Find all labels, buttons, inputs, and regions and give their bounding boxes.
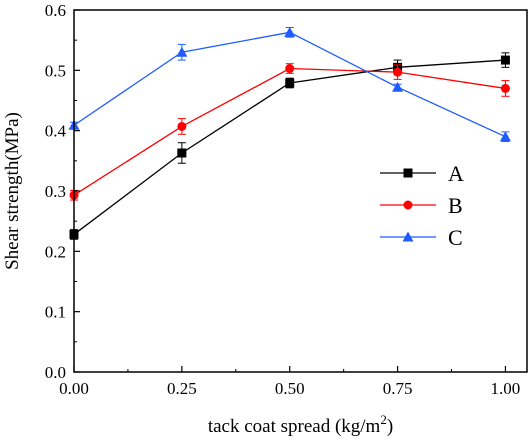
data-point [285,64,295,74]
y-axis-title: Shear strength(MPa) [2,112,23,270]
legend-marker [403,200,413,210]
legend-item-B: B [380,193,463,218]
x-axis-title-close: ) [387,416,393,437]
legend: ABC [380,161,464,250]
legend-marker [402,231,414,242]
legend-item-A: A [380,161,464,186]
y-tick-label: 0.4 [45,122,67,141]
legend-label: A [448,161,464,186]
x-tick-label: 0.25 [167,379,197,398]
x-tick-label: 0.50 [275,379,305,398]
series-A [69,52,510,240]
x-tick-label: 0.00 [59,379,89,398]
y-tick-label: 0.0 [45,363,66,382]
y-tick-label: 0.3 [45,182,66,201]
legend-marker [403,168,413,178]
y-tick-label: 0.6 [45,1,66,20]
x-axis-title: tack coat spread (kg/m2) [208,412,393,437]
data-point [500,55,510,65]
data-point [393,67,403,77]
ticks-layer: 0.00 0.25 0.50 0.75 1.00 0.0 0.1 0.2 0.3 0.4 0.5 0.… [45,1,521,398]
data-point [285,78,295,88]
data-point [392,81,404,92]
data-point [177,148,187,158]
x-axis-title-superscript: 2 [380,412,387,427]
y-tick-label: 0.2 [45,242,66,261]
x-tick-label: 1.00 [491,379,521,398]
data-point [177,121,187,131]
x-tick-label: 0.75 [383,379,413,398]
data-point [499,131,511,142]
data-point [284,26,296,37]
data-point [500,83,510,93]
plot-frame [73,9,528,373]
y-tick-label: 0.1 [45,303,66,322]
legend-label: C [448,225,463,250]
x-axis-title-text: tack coat spread (kg/m [208,416,381,437]
y-tick-label: 0.5 [45,61,66,80]
series-B [69,63,510,201]
series-layer [68,26,511,240]
legend-item-C: C [380,225,463,250]
data-point [176,46,188,57]
legend-label: B [448,193,463,218]
